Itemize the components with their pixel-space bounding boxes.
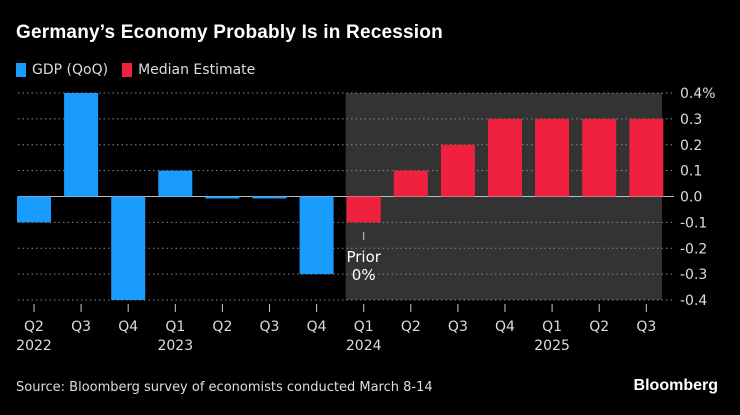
annotation-value: 0% xyxy=(352,266,376,284)
y-tick-label: 0.2 xyxy=(680,138,702,154)
x-tick-label: Q1 xyxy=(165,319,185,335)
x-tick-label: Q4 xyxy=(495,319,515,335)
legend-item-gdp: GDP (QoQ) xyxy=(16,62,108,78)
gdp-bar xyxy=(299,196,334,275)
legend-label-median: Median Estimate xyxy=(138,62,256,78)
median-bar xyxy=(393,170,428,197)
y-tick-label: -0.3 xyxy=(680,267,707,283)
gdp-bar xyxy=(205,196,240,199)
y-tick-label: 0.4% xyxy=(680,86,716,102)
bloomberg-logo: Bloomberg xyxy=(633,377,718,394)
x-tick-label: Q2 xyxy=(212,319,232,335)
x-tick-label: Q1 xyxy=(354,319,374,335)
x-tick-label: Q1 xyxy=(542,319,562,335)
y-tick-label: 0.0 xyxy=(680,190,702,206)
x-tick-label: Q3 xyxy=(71,319,91,335)
y-tick-label: 0.1 xyxy=(680,164,702,180)
x-tick-label: Q3 xyxy=(448,319,468,335)
gdp-bar xyxy=(111,196,146,300)
median-bar xyxy=(346,196,381,223)
x-year-label: 2022 xyxy=(16,338,52,354)
x-year-label: 2024 xyxy=(346,338,382,354)
annotation-prior: Prior xyxy=(346,248,381,266)
gdp-bar xyxy=(252,196,287,199)
chart-title: Germany’s Economy Probably Is in Recessi… xyxy=(16,22,443,43)
x-tick-label: Q4 xyxy=(118,319,138,335)
legend-swatch-median xyxy=(122,63,133,77)
x-tick-label: Q2 xyxy=(401,319,421,335)
median-bar xyxy=(582,118,617,197)
gdp-bar xyxy=(64,93,99,197)
median-bar xyxy=(629,118,664,197)
x-tick-label: Q3 xyxy=(636,319,656,335)
legend: GDP (QoQ) Median Estimate xyxy=(16,62,255,78)
x-tick-label: Q3 xyxy=(260,319,280,335)
x-tick-label: Q2 xyxy=(24,319,44,335)
x-year-label: 2025 xyxy=(534,338,570,354)
gdp-bar xyxy=(17,196,51,223)
x-tick-label: Q2 xyxy=(589,319,609,335)
median-bar xyxy=(535,118,570,197)
median-bar xyxy=(488,118,522,197)
y-tick-label: -0.1 xyxy=(680,215,707,231)
x-year-label: 2023 xyxy=(157,338,193,354)
y-tick-label: -0.2 xyxy=(680,241,707,257)
legend-swatch-gdp xyxy=(16,63,26,77)
x-tick-label: Q4 xyxy=(307,319,327,335)
gdp-bar xyxy=(158,170,193,197)
legend-item-median: Median Estimate xyxy=(122,62,255,78)
y-tick-label: -0.4 xyxy=(680,293,707,309)
median-bar xyxy=(440,144,475,197)
y-tick-label: 0.3 xyxy=(680,112,702,128)
legend-label-gdp: GDP (QoQ) xyxy=(32,62,109,78)
source-note: Source: Bloomberg survey of economists c… xyxy=(16,380,433,395)
